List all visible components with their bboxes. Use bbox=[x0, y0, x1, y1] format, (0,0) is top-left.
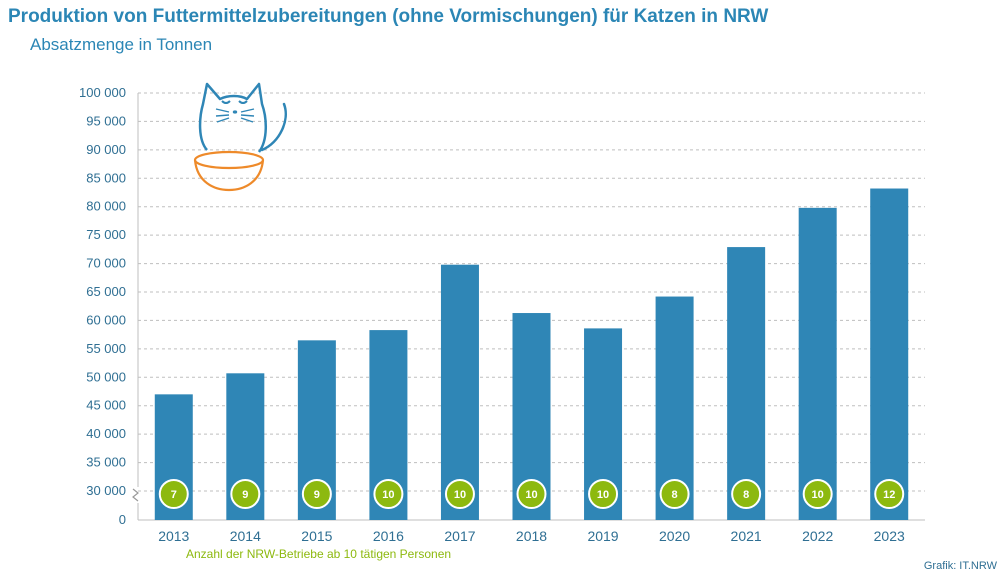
cat-icon bbox=[193, 82, 287, 192]
establishment-circle-2019 bbox=[588, 479, 619, 509]
x-tick-label: 2015 bbox=[301, 528, 332, 544]
establishment-circle-2016 bbox=[373, 479, 404, 509]
axis-break-marker bbox=[132, 488, 139, 502]
x-tick-label: 2022 bbox=[802, 528, 833, 544]
y-tick-label: 85 000 bbox=[86, 170, 126, 185]
establishment-circle-2018 bbox=[516, 479, 547, 509]
bars bbox=[154, 188, 909, 520]
establishment-circle-2015 bbox=[301, 479, 332, 509]
x-tick-label: 2021 bbox=[731, 528, 762, 544]
establishment-count-2017: 10 bbox=[454, 489, 466, 501]
y-tick-label: 0 bbox=[119, 512, 126, 527]
establishment-markers: 7 9 9 10 10 10 10 8 8 10 12 bbox=[158, 479, 905, 509]
bar-2022 bbox=[798, 207, 837, 520]
source-credit: Grafik: IT.NRW bbox=[923, 560, 997, 572]
bar-2021 bbox=[727, 247, 766, 520]
y-tick-label: 70 000 bbox=[86, 256, 126, 271]
establishment-count-2015: 9 bbox=[314, 489, 320, 501]
y-tick-label: 30 000 bbox=[86, 483, 126, 498]
y-tick-label: 100 000 bbox=[79, 85, 126, 100]
x-tick-label: 2017 bbox=[444, 528, 475, 544]
y-tick-label: 80 000 bbox=[86, 199, 126, 214]
establishment-circle-2020 bbox=[659, 479, 690, 509]
establishment-circle-2022 bbox=[802, 479, 833, 509]
y-tick-label: 35 000 bbox=[86, 455, 126, 470]
establishment-count-2016: 10 bbox=[382, 489, 394, 501]
establishments-legend: Anzahl der NRW-Betriebe ab 10 tätigen Pe… bbox=[186, 547, 452, 561]
establishment-circle-2023 bbox=[874, 479, 905, 509]
establishment-count-2022: 10 bbox=[812, 489, 824, 501]
y-tick-label: 65 000 bbox=[86, 284, 126, 299]
y-tick-label: 45 000 bbox=[86, 398, 126, 413]
establishment-count-2023: 12 bbox=[883, 489, 895, 501]
x-tick-label: 2013 bbox=[158, 528, 189, 544]
establishment-circle-2021 bbox=[731, 479, 762, 509]
establishment-count-2021: 8 bbox=[743, 489, 749, 501]
gridlines bbox=[138, 92, 925, 492]
x-tick-label: 2023 bbox=[874, 528, 905, 544]
establishment-count-2019: 10 bbox=[597, 489, 609, 501]
y-tick-label: 50 000 bbox=[86, 369, 126, 384]
establishment-count-2018: 10 bbox=[525, 489, 537, 501]
x-tick-label: 2014 bbox=[230, 528, 261, 544]
x-tick-label: 2018 bbox=[516, 528, 547, 544]
y-tick-label: 95 000 bbox=[86, 113, 126, 128]
chart-title: Produktion von Futtermittelzubereitungen… bbox=[8, 6, 769, 27]
chart-subtitle: Absatzmenge in Tonnen bbox=[30, 35, 213, 54]
establishment-count-2014: 9 bbox=[242, 489, 248, 501]
y-tick-label: 40 000 bbox=[86, 426, 126, 441]
y-axis-ticks: 100 000 95 000 90 000 85 000 80 000 75 000 70 … bbox=[79, 85, 126, 527]
y-tick-label: 55 000 bbox=[86, 341, 126, 356]
x-tick-label: 2020 bbox=[659, 528, 690, 544]
x-tick-label: 2019 bbox=[587, 528, 618, 544]
x-tick-label: 2016 bbox=[373, 528, 404, 544]
establishment-circle-2013 bbox=[158, 479, 189, 509]
y-tick-label: 60 000 bbox=[86, 312, 126, 327]
establishment-count-2013: 7 bbox=[171, 489, 177, 501]
y-tick-label: 90 000 bbox=[86, 142, 126, 157]
establishment-count-2020: 8 bbox=[672, 489, 678, 501]
bar-2017 bbox=[440, 264, 479, 520]
x-axis-labels: 2013 2014 2015 2016 2017 2018 2019 2020 2021 2022… bbox=[158, 528, 905, 544]
establishment-circle-2014 bbox=[230, 479, 261, 509]
bar-2023 bbox=[870, 188, 909, 520]
establishment-circle-2017 bbox=[444, 479, 475, 509]
y-tick-label: 75 000 bbox=[86, 227, 126, 242]
